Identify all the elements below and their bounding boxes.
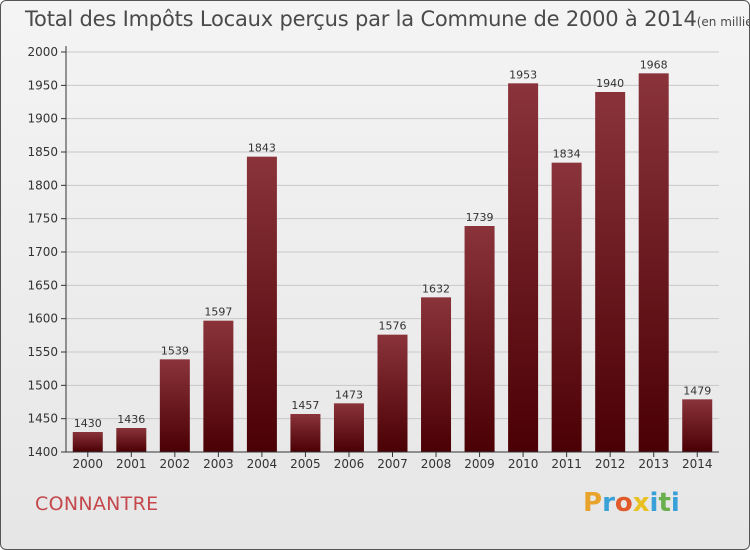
bar	[159, 359, 190, 452]
bar	[290, 414, 321, 452]
x-tick-label: 2014	[682, 457, 713, 471]
logo-letter: x	[632, 488, 650, 518]
data-label: 1430	[74, 417, 102, 430]
x-tick-label: 2010	[508, 457, 539, 471]
data-label: 1597	[204, 306, 232, 319]
x-tick-label: 2008	[421, 457, 452, 471]
data-label: 1968	[640, 58, 668, 71]
y-tick-label: 1450	[27, 412, 58, 426]
bar	[246, 156, 277, 452]
logo-letter: t	[658, 488, 671, 518]
x-tick-label: 2000	[72, 457, 103, 471]
x-tick-label: 2012	[595, 457, 626, 471]
x-tick-label: 2013	[638, 457, 669, 471]
y-tick-label: 1600	[27, 312, 58, 326]
proxiti-logo[interactable]: Proxiti	[583, 488, 680, 518]
bar	[638, 73, 669, 452]
bar	[203, 320, 234, 452]
data-label: 1632	[422, 282, 450, 295]
y-tick-label: 1900	[27, 112, 58, 126]
chart-title-text: Total des Impôts Locaux perçus par la Co…	[25, 7, 697, 31]
bar	[377, 334, 408, 452]
bar	[333, 403, 364, 452]
data-label: 1473	[335, 388, 363, 401]
y-tick-label: 1400	[27, 445, 58, 459]
bar	[595, 92, 626, 452]
chart-unit: (en milliers d'€)	[696, 15, 749, 29]
commune-name: CONNANTRE	[35, 493, 159, 515]
y-tick-label: 1550	[27, 345, 58, 359]
x-tick-label: 2005	[290, 457, 321, 471]
bar	[508, 83, 539, 452]
bar	[551, 162, 582, 452]
data-label: 1953	[509, 68, 537, 81]
bar	[682, 399, 713, 452]
x-tick-label: 2001	[116, 457, 147, 471]
data-labels: 1430 1436 1539 1597 1843 1457 1473 1576 1632 1739…	[74, 58, 711, 430]
bar	[116, 428, 147, 452]
data-label: 1940	[596, 77, 624, 90]
logo-letter: i	[649, 488, 659, 518]
chart-title: Total des Impôts Locaux perçus par la Co…	[25, 7, 749, 31]
data-label: 1739	[466, 211, 494, 224]
y-tick-label: 1750	[27, 212, 58, 226]
data-label: 1436	[117, 413, 145, 426]
data-label: 1539	[161, 344, 189, 357]
data-label: 1576	[379, 320, 407, 333]
x-tick-label: 2006	[334, 457, 365, 471]
data-label: 1479	[683, 384, 711, 397]
y-tick-label: 1850	[27, 145, 58, 159]
logo-letter: r	[602, 488, 615, 518]
x-tick-label: 2011	[551, 457, 582, 471]
x-tick-label: 2007	[377, 457, 408, 471]
logo-letter: o	[614, 488, 633, 518]
x-tick-label: 2004	[247, 457, 278, 471]
axes: 1400 1450 1500 1550 1600 1650 1700 1750 1800 1850…	[27, 45, 719, 471]
y-tick-label: 1500	[27, 378, 58, 392]
logo-letter: P	[583, 488, 603, 518]
data-label: 1457	[291, 399, 319, 412]
y-tick-label: 2000	[27, 45, 58, 59]
y-tick-label: 1950	[27, 78, 58, 92]
y-tick-label: 1800	[27, 178, 58, 192]
data-label: 1834	[553, 148, 581, 161]
bar	[72, 432, 103, 452]
y-tick-label: 1650	[27, 278, 58, 292]
data-label: 1843	[248, 142, 276, 155]
x-tick-label: 2003	[203, 457, 234, 471]
bar	[421, 297, 452, 452]
y-tick-label: 1700	[27, 245, 58, 259]
logo-letter: i	[670, 488, 680, 518]
x-tick-label: 2002	[160, 457, 191, 471]
x-tick-label: 2009	[464, 457, 495, 471]
bar	[464, 226, 495, 452]
bars	[72, 73, 713, 452]
